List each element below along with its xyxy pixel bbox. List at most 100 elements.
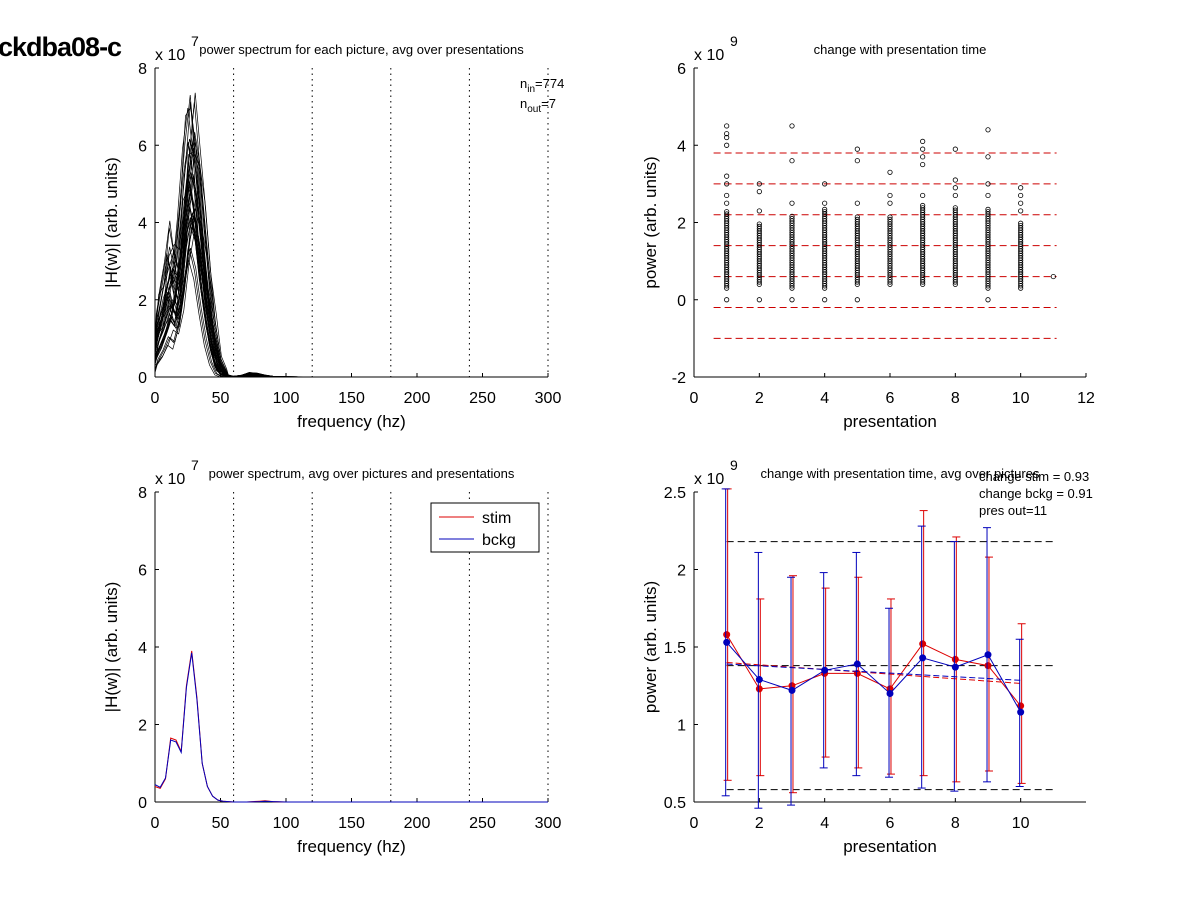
data-point bbox=[1050, 273, 1056, 280]
data-point bbox=[920, 154, 926, 160]
y-tick-label: 2 bbox=[138, 718, 147, 735]
data-point bbox=[985, 297, 991, 303]
panel-power-spectrum-each-picture: 0 50 100 150 200 250 300 0 2 4 6 8 frequency (hz) |H(… bbox=[102, 33, 564, 431]
data-point bbox=[724, 123, 730, 129]
x-tick-label: 0 bbox=[690, 815, 699, 832]
x-axis-label: presentation bbox=[843, 412, 937, 431]
data-point bbox=[789, 158, 795, 164]
x-tick-label: 6 bbox=[886, 390, 895, 407]
x-tick-label: 150 bbox=[338, 390, 365, 407]
data-point bbox=[985, 181, 991, 187]
series-line-bckg bbox=[154, 652, 548, 803]
y-axis-label: power (arb. units) bbox=[641, 581, 660, 713]
series-marker-bckg bbox=[1017, 708, 1025, 716]
data-point bbox=[724, 297, 730, 303]
data-point bbox=[822, 200, 828, 206]
trend-line-bckg bbox=[726, 663, 1021, 681]
data-point bbox=[789, 216, 795, 222]
series-marker-bckg bbox=[755, 676, 763, 684]
x-tick-label: 250 bbox=[469, 815, 496, 832]
x-axis-label: frequency (hz) bbox=[297, 837, 406, 856]
data-point bbox=[887, 192, 893, 199]
x-tick-label: 100 bbox=[273, 390, 300, 407]
trend-line-stim bbox=[726, 662, 1021, 684]
data-point bbox=[822, 206, 828, 212]
data-point bbox=[724, 192, 730, 199]
data-point bbox=[920, 205, 926, 211]
spectrum-curve bbox=[154, 174, 548, 378]
x-tick-label: 250 bbox=[469, 390, 496, 407]
y-tick-label: 4 bbox=[138, 216, 147, 233]
y-tick-label: 6 bbox=[138, 138, 147, 155]
data-point bbox=[724, 173, 730, 179]
y-tick-label: 2 bbox=[677, 216, 686, 233]
y-tick-label: 6 bbox=[677, 61, 686, 78]
x-tick-label: 300 bbox=[535, 390, 562, 407]
data-point bbox=[756, 223, 762, 229]
series-marker-stim bbox=[755, 685, 763, 693]
axis-exponent-base: x 10 bbox=[155, 471, 185, 488]
data-point bbox=[887, 216, 893, 223]
data-point bbox=[1018, 200, 1024, 206]
data-point bbox=[854, 146, 860, 152]
data-point bbox=[822, 181, 828, 187]
data-point bbox=[985, 209, 991, 215]
series-line-stim bbox=[154, 650, 548, 803]
series-marker-bckg bbox=[984, 651, 992, 659]
legend-box bbox=[430, 502, 540, 553]
data-point bbox=[887, 169, 893, 175]
data-point bbox=[920, 161, 926, 168]
x-tick-label: 150 bbox=[338, 815, 365, 832]
x-tick-label: 200 bbox=[404, 390, 431, 407]
axis-exponent-power: 7 bbox=[191, 33, 199, 49]
stats-annotation: pres out=11 bbox=[979, 503, 1047, 518]
axis-exponent-power: 9 bbox=[730, 33, 738, 49]
data-point bbox=[724, 131, 730, 137]
data-point bbox=[952, 192, 958, 199]
series-line-stim bbox=[726, 634, 1022, 707]
data-point bbox=[724, 142, 730, 148]
data-point bbox=[854, 216, 860, 223]
y-tick-label: 0 bbox=[677, 293, 686, 310]
x-tick-label: 4 bbox=[820, 390, 829, 407]
data-point bbox=[789, 123, 795, 129]
y-tick-label: 4 bbox=[138, 640, 147, 657]
data-point bbox=[887, 214, 893, 220]
spectrum-curve bbox=[154, 106, 548, 378]
y-tick-label: 0 bbox=[138, 370, 147, 387]
data-point bbox=[1018, 185, 1024, 191]
data-point bbox=[854, 297, 860, 303]
series-marker-bckg bbox=[723, 638, 731, 646]
series-marker-stim bbox=[723, 631, 731, 639]
spectrum-curve bbox=[154, 197, 548, 378]
x-tick-label: 2 bbox=[755, 390, 764, 407]
data-point bbox=[1018, 220, 1024, 226]
data-point bbox=[952, 207, 958, 213]
data-point bbox=[920, 202, 926, 209]
axis-exponent-power: 9 bbox=[730, 457, 738, 473]
y-tick-label: 2 bbox=[677, 563, 686, 580]
axis-exponent-base: x 10 bbox=[155, 47, 185, 64]
series-marker-stim bbox=[984, 662, 992, 670]
data-point bbox=[756, 189, 762, 195]
n-in-annotation: nin=774 bbox=[520, 76, 564, 95]
data-point bbox=[985, 206, 991, 212]
x-tick-label: 10 bbox=[1012, 390, 1030, 407]
data-point bbox=[756, 297, 762, 303]
x-tick-label: 8 bbox=[951, 390, 960, 407]
axis-exponent-base: x 10 bbox=[694, 47, 724, 64]
x-tick-label: 0 bbox=[690, 390, 699, 407]
data-point bbox=[1018, 222, 1024, 229]
data-point bbox=[724, 209, 730, 215]
data-point bbox=[985, 127, 991, 133]
y-tick-label: -2 bbox=[672, 370, 686, 387]
x-tick-label: 4 bbox=[820, 815, 829, 832]
data-point bbox=[822, 209, 828, 215]
x-tick-label: 0 bbox=[151, 390, 160, 407]
series-marker-bckg bbox=[821, 666, 829, 674]
data-point bbox=[724, 200, 730, 206]
x-tick-label: 2 bbox=[755, 815, 764, 832]
x-tick-label: 12 bbox=[1077, 390, 1095, 407]
series-marker-bckg bbox=[853, 660, 861, 668]
